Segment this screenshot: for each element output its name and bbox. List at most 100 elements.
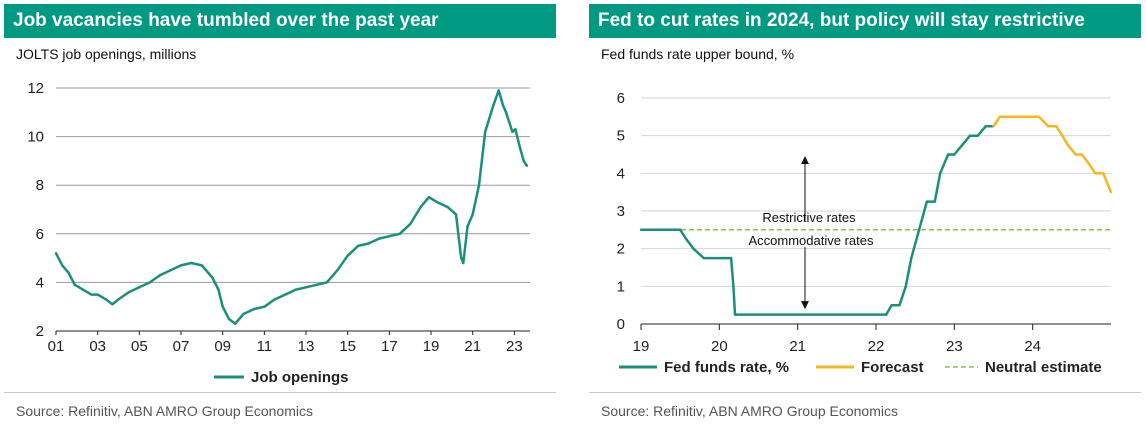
left-data-point	[200, 264, 204, 267]
right-data-point	[1074, 153, 1077, 156]
right-data-point	[1094, 172, 1097, 175]
right-data-point	[898, 303, 901, 307]
left-data-point	[127, 290, 131, 294]
left-data-point	[501, 103, 505, 107]
right-chart-title: Fed to cut rates in 2024, but policy wil…	[589, 4, 1141, 38]
left-data-point	[227, 317, 231, 321]
right-data-point	[1109, 190, 1113, 194]
right-data-point	[917, 228, 921, 232]
left-data-point	[252, 307, 256, 311]
right-chart-subtitle: Fed funds rate upper bound, %	[601, 46, 795, 62]
right-data-point	[1087, 162, 1091, 166]
right-y-tick-label: 5	[617, 128, 625, 145]
left-x-tick-label: 13	[298, 338, 315, 355]
right-data-point	[953, 153, 956, 156]
left-x-tick-label: 21	[464, 338, 481, 355]
right-data-point	[1066, 143, 1070, 147]
left-data-point	[61, 264, 64, 267]
left-data-point	[419, 205, 422, 209]
left-data-point	[466, 225, 469, 228]
left-chart-svg: 2 4 6 8 10 12 01 03 05 07 09 11 13 15 17 19 21 23 Job open…	[27, 80, 530, 386]
right-y-tick-label: 1	[617, 278, 625, 295]
left-data-point	[460, 256, 463, 260]
right-source-divider	[589, 392, 1141, 393]
left-data-point	[518, 145, 521, 148]
left-data-point	[158, 273, 162, 277]
right-chart-source: Source: Refinitiv, ABN AMRO Group Econom…	[601, 403, 898, 419]
restrictive-rates-label: Restrictive rates	[762, 210, 856, 225]
left-data-point	[356, 244, 360, 248]
left-data-point	[221, 305, 224, 308]
left-y-tick-label: 8	[36, 177, 44, 194]
right-data-point	[639, 228, 643, 232]
right-x-tick-label: 19	[633, 338, 650, 355]
left-data-point	[511, 130, 514, 133]
left-x-tick-label: 07	[173, 338, 190, 355]
left-data-point	[294, 288, 297, 291]
right-data-point	[976, 134, 980, 137]
right-data-point	[692, 247, 695, 250]
right-data-point	[946, 153, 950, 156]
left-data-point	[179, 264, 183, 267]
left-data-point	[111, 303, 114, 306]
left-data-point	[462, 261, 465, 265]
right-y-tick-label: 0	[617, 316, 625, 333]
right-y-tick-label: 6	[617, 90, 625, 107]
left-data-point	[211, 276, 214, 279]
left-data-point	[90, 293, 93, 296]
right-data-point	[874, 313, 878, 316]
left-x-tick-label: 01	[48, 338, 65, 355]
right-data-point	[904, 285, 907, 288]
right-x-tick-label: 21	[789, 338, 806, 355]
right-x-tick-label: 23	[946, 338, 963, 355]
right-data-point	[925, 200, 929, 203]
right-series-line-1	[992, 115, 1113, 193]
left-data-point	[484, 130, 487, 133]
right-x-tick-label: 20	[711, 338, 728, 355]
right-data-point	[1080, 153, 1084, 156]
accommodative-rates-label: Accommodative rates	[749, 233, 874, 248]
left-data-point	[138, 286, 141, 289]
left-data-point	[169, 269, 172, 272]
right-data-point	[732, 285, 735, 288]
left-y-tick-label: 6	[36, 226, 44, 243]
right-data-point	[1054, 125, 1058, 128]
left-data-point	[104, 298, 108, 301]
right-data-point	[724, 256, 727, 260]
right-data-point	[939, 172, 942, 175]
left-data-point	[454, 213, 458, 216]
left-data-point	[336, 269, 339, 272]
left-data-point	[315, 283, 318, 287]
left-data-point	[73, 283, 76, 287]
right-data-point	[890, 303, 893, 307]
left-data-point	[273, 298, 276, 301]
left-x-tick-label: 17	[381, 338, 398, 355]
right-data-point	[796, 313, 799, 316]
left-data-point	[522, 159, 525, 163]
left-data-point	[497, 89, 500, 92]
right-data-point	[884, 313, 888, 316]
left-data-point	[436, 201, 439, 204]
left-data-point	[525, 164, 529, 167]
left-y-tick-label: 4	[36, 274, 44, 291]
left-data-point	[283, 293, 287, 296]
left-data-point	[471, 213, 474, 216]
left-data-point	[233, 322, 237, 325]
left-x-tick-label: 23	[506, 338, 523, 355]
left-data-point	[304, 286, 308, 289]
left-data-point	[67, 271, 70, 274]
left-data-point	[492, 103, 495, 107]
left-x-tick-label: 03	[89, 338, 106, 355]
right-legend-label: Neutral estimate	[985, 359, 1102, 376]
left-y-tick-label: 12	[27, 80, 44, 97]
left-x-tick-label: 09	[214, 338, 231, 355]
left-y-tick-label: 10	[27, 129, 44, 146]
right-data-point	[1101, 172, 1105, 175]
left-data-point	[96, 293, 99, 296]
left-data-point	[446, 205, 449, 209]
left-y-tick-label: 2	[36, 323, 44, 340]
right-x-tick-label: 24	[1024, 338, 1041, 355]
left-data-point	[54, 252, 58, 255]
right-data-point	[729, 256, 733, 260]
